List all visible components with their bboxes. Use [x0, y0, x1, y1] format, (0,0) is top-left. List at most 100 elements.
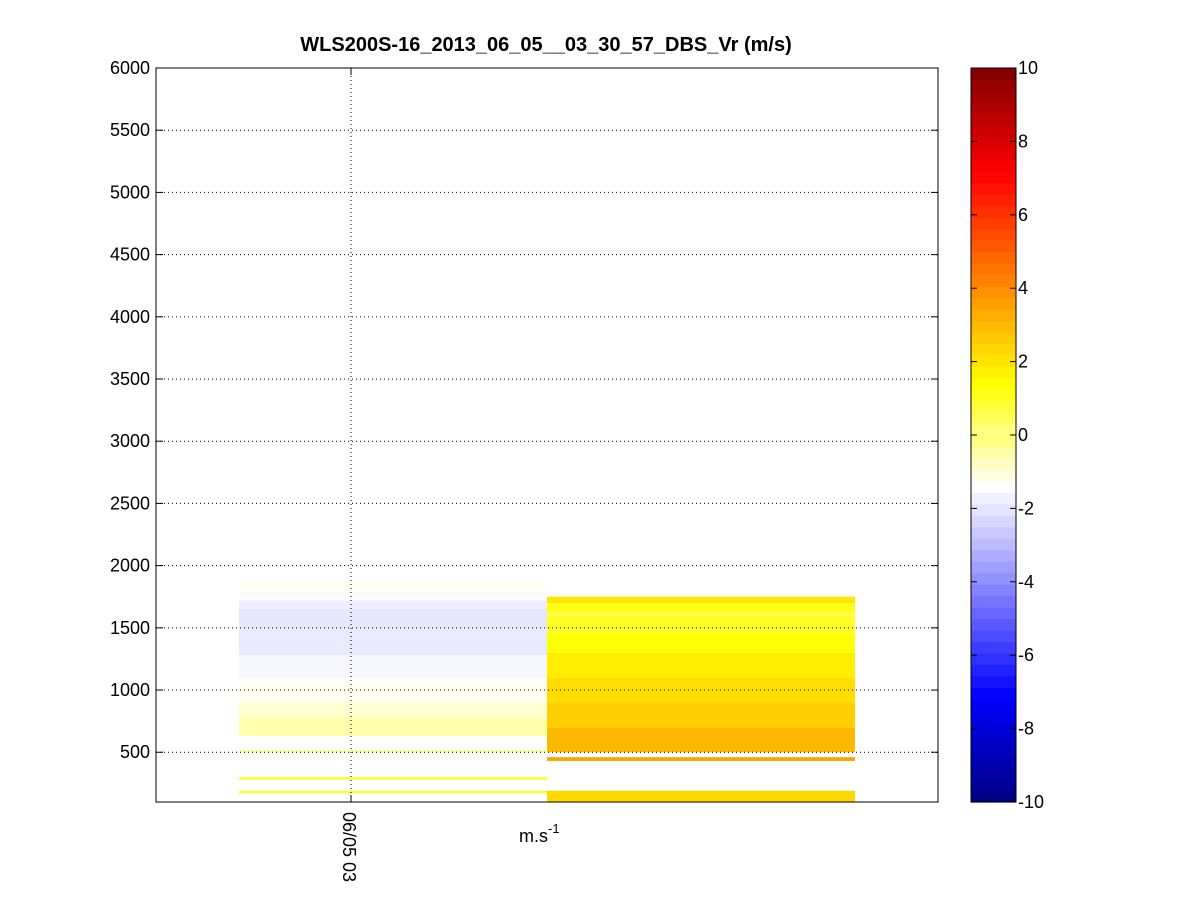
colorbar-band — [971, 79, 1016, 92]
colorbar-band — [971, 343, 1016, 356]
y-tick-label: 500 — [120, 742, 150, 762]
heatmap-cell — [239, 585, 547, 591]
colorbar-unit-label: m.s-1 — [519, 821, 560, 846]
colorbar-tick-label: -10 — [1018, 792, 1044, 812]
colorbar-band — [971, 595, 1016, 608]
heatmap-cell — [547, 790, 855, 802]
y-tick-label: 3500 — [110, 369, 150, 389]
colorbar-band — [971, 320, 1016, 333]
heatmap-cell — [239, 609, 547, 628]
y-axis: 500 1000 1500 2000 2500 3000 3500 4000 4500 5000 5… — [110, 58, 938, 762]
colorbar-band — [971, 366, 1016, 379]
colorbar-band — [971, 538, 1016, 551]
colorbar-band — [971, 446, 1016, 459]
heatmap-cell — [239, 717, 547, 737]
colorbar-band — [971, 423, 1016, 436]
colorbar-band — [971, 698, 1016, 711]
y-tick-label: 1000 — [110, 680, 150, 700]
colorbar-band — [971, 675, 1016, 688]
heatmap-cell — [547, 596, 855, 603]
colorbar-band — [971, 90, 1016, 104]
y-tick-label: 5000 — [110, 182, 150, 202]
heatmap-cell — [547, 757, 855, 761]
colorbar-band — [971, 113, 1016, 126]
colorbar-band — [971, 125, 1016, 138]
colorbar-band — [971, 331, 1016, 344]
colorbar-band — [971, 285, 1016, 298]
y-tick-label: 6000 — [110, 58, 150, 78]
heatmap-cell — [547, 727, 855, 753]
colorbar-band — [971, 457, 1016, 471]
colorbar-band — [971, 664, 1016, 677]
colorbar-tick-label: 2 — [1018, 352, 1028, 372]
colorbar-tick-label: -8 — [1018, 719, 1034, 739]
colorbar-band — [971, 503, 1016, 516]
colorbar-band — [971, 652, 1016, 665]
y-tick-label: 5500 — [110, 120, 150, 140]
colorbar-band — [971, 354, 1016, 367]
colorbar-band — [971, 710, 1016, 723]
colorbar-band — [971, 435, 1016, 448]
colorbar-tick-label: 4 — [1018, 278, 1028, 298]
colorbar-band — [971, 584, 1016, 597]
y-tick-label: 1500 — [110, 618, 150, 638]
colorbar-band — [971, 274, 1016, 287]
plot-area-border — [155, 67, 939, 803]
chart-title: WLS200S-16_2013_06_05__03_30_57_DBS_Vr (… — [300, 34, 791, 56]
colorbar: -10 -8 -6 -4 -2 0 2 4 6 8 10 — [970, 58, 1044, 812]
colorbar-band — [971, 412, 1016, 425]
y-tick-label: 4500 — [110, 245, 150, 265]
colorbar-band — [971, 308, 1016, 321]
colorbar-band — [971, 194, 1016, 207]
heatmap-cell — [239, 702, 547, 718]
colorbar-band — [971, 297, 1016, 310]
colorbar-band — [971, 251, 1016, 264]
x-tick-label: 06/05 03 — [339, 812, 359, 882]
colorbar-band — [971, 607, 1016, 620]
colorbar-band — [971, 228, 1016, 241]
colorbar-band — [971, 756, 1016, 769]
y-tick-label: 2500 — [110, 493, 150, 513]
colorbar-band — [971, 377, 1016, 390]
colorbar-tick-label: 6 — [1018, 205, 1028, 225]
colorbar-band — [971, 721, 1016, 734]
heatmap-cell — [239, 590, 547, 598]
heatmap-cell — [239, 749, 547, 753]
colorbar-band — [971, 469, 1016, 482]
x-axis: 06/05 03 — [339, 68, 359, 882]
colorbar-band — [971, 217, 1016, 230]
colorbar-tick-label: 10 — [1018, 58, 1038, 78]
y-tick-label: 3000 — [110, 431, 150, 451]
heatmap-cell — [547, 611, 855, 616]
colorbar-band — [971, 641, 1016, 654]
heatmap-cells — [239, 581, 855, 802]
heatmap-cell — [239, 655, 547, 678]
colorbar-band — [971, 549, 1016, 562]
colorbar-band — [971, 148, 1016, 161]
colorbar-band — [971, 240, 1016, 253]
colorbar-tick-label: 0 — [1018, 425, 1028, 445]
colorbar-band — [971, 136, 1016, 149]
colorbar-tick-label: -6 — [1018, 645, 1034, 665]
colorbar-band — [971, 68, 1016, 81]
colorbar-band — [971, 767, 1016, 780]
heatmap-cell — [547, 634, 855, 653]
colorbar-band — [971, 629, 1016, 643]
colorbar-band — [971, 572, 1016, 585]
colorbar-band — [971, 171, 1016, 184]
y-tick-label: 2000 — [110, 556, 150, 576]
colorbar-band — [971, 182, 1016, 195]
colorbar-band — [971, 618, 1016, 631]
colorbar-band — [971, 561, 1016, 574]
colorbar-band — [971, 790, 1016, 803]
colorbar-band — [971, 159, 1016, 172]
heatmap-cell — [239, 627, 547, 656]
heatmap-cell — [547, 602, 855, 612]
colorbar-band — [971, 389, 1016, 402]
heatmap-cell — [239, 790, 547, 794]
colorbar-band — [971, 515, 1016, 528]
colorbar-band — [971, 102, 1016, 115]
heatmap-cell — [239, 777, 547, 780]
colorbar-band — [971, 779, 1016, 792]
